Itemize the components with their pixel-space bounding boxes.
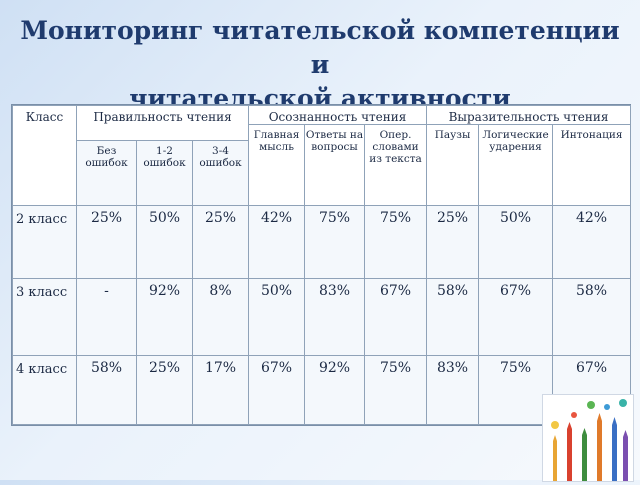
table-cell: 42% xyxy=(248,205,306,279)
table-cell: - xyxy=(76,278,137,356)
subheader-answers: Ответы на вопросы xyxy=(304,124,366,206)
monitoring-table: Класс Правильность чтения Осознанность ч… xyxy=(11,104,632,426)
table-cell: 75% xyxy=(478,355,554,425)
header-expressiveness: Выразительность чтения xyxy=(426,105,632,125)
row-class-label: 2 класс xyxy=(12,205,77,279)
table-cell: 75% xyxy=(364,355,428,425)
subheader-logical-stress: Логические ударения xyxy=(478,124,554,206)
table-cell: 67% xyxy=(248,355,306,425)
header-awareness: Осознанность чтения xyxy=(248,105,428,125)
table-cell: 50% xyxy=(248,278,306,356)
table-cell: 25% xyxy=(426,205,480,279)
row-class-label: 3 класс xyxy=(12,278,77,356)
subheader-pauses: Паузы xyxy=(426,124,480,206)
subheader-intonation: Интонация xyxy=(552,124,632,206)
table-row: 3 класс - 92% 8% 50% 83% 67% 58% 67% 58% xyxy=(12,278,632,356)
table-cell: 25% xyxy=(191,205,250,279)
table-cell: 92% xyxy=(136,278,193,356)
table-cell: 83% xyxy=(426,355,480,425)
table-cell: 75% xyxy=(304,205,366,279)
table-cell: 50% xyxy=(136,205,193,279)
subheader-word-ops: Опер. словами из текста xyxy=(364,124,428,206)
table-cell: 67% xyxy=(364,278,428,356)
subheader-errors-3-4: 3-4 ошибок xyxy=(191,140,250,206)
subheader-main-idea: Главная мысль xyxy=(248,124,306,206)
table-cell: 75% xyxy=(364,205,428,279)
table-cell: 92% xyxy=(304,355,366,425)
table-cell: 58% xyxy=(426,278,480,356)
page-title: Мониторинг читательской компетенции и чи… xyxy=(20,14,620,116)
header-correctness: Правильность чтения xyxy=(75,105,250,141)
table-cell: 8% xyxy=(191,278,250,356)
table-cell: 17% xyxy=(191,355,250,425)
subheader-no-errors: Без ошибок xyxy=(76,140,137,206)
table-cell: 83% xyxy=(304,278,366,356)
table-cell: 25% xyxy=(136,355,193,425)
subheader-errors-1-2: 1-2 ошибок xyxy=(136,140,193,206)
table-cell: 50% xyxy=(478,205,554,279)
row-class-label: 4 класс xyxy=(12,355,77,425)
title-line-1: Мониторинг читательской компетенции и xyxy=(20,16,620,79)
pencils-image xyxy=(551,399,628,481)
table-cell: 58% xyxy=(552,278,632,356)
pencils-icon xyxy=(542,394,634,482)
table-cell: 42% xyxy=(552,205,632,279)
table-cell: 67% xyxy=(478,278,554,356)
table-row: 4 класс 58% 25% 17% 67% 92% 75% 83% 75% … xyxy=(12,355,632,425)
header-class: Класс xyxy=(12,105,77,206)
table-cell: 58% xyxy=(76,355,137,425)
table-cell: 25% xyxy=(76,205,137,279)
table-row: 2 класс 25% 50% 25% 42% 75% 75% 25% 50% … xyxy=(12,205,632,279)
